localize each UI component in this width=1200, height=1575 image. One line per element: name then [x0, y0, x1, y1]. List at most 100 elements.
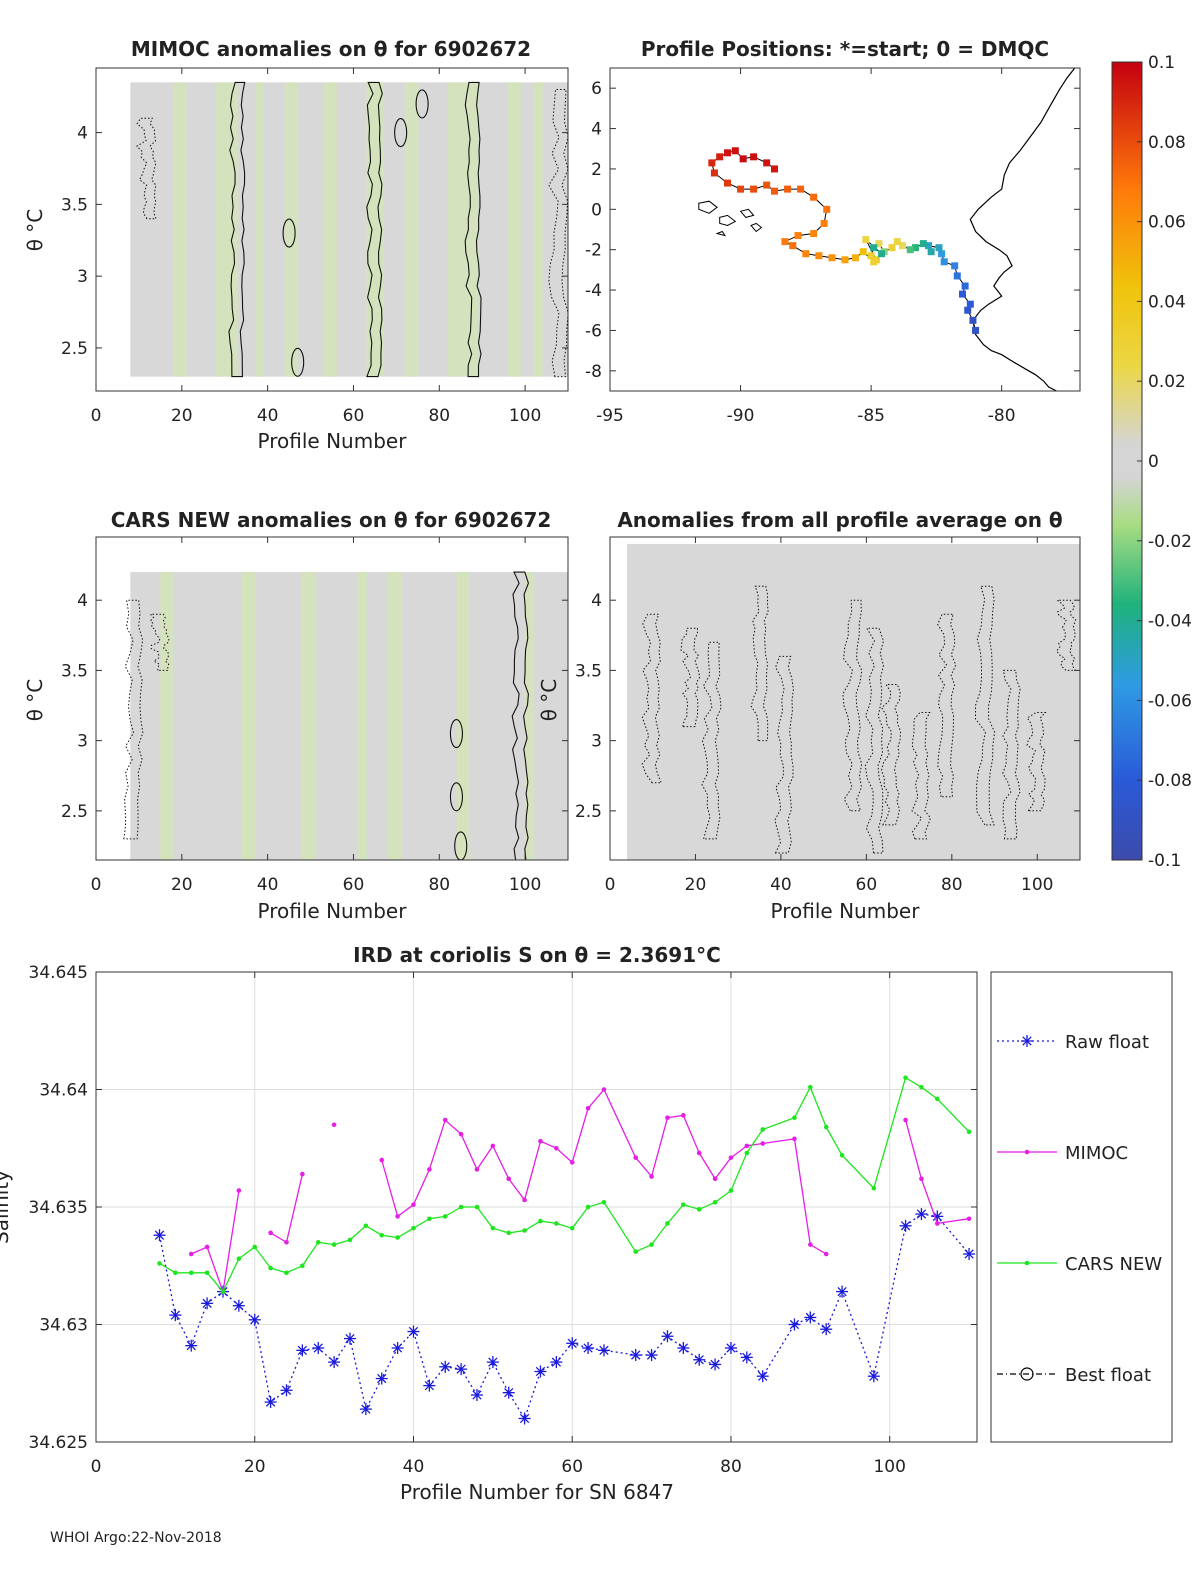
anomaly-cell: [366, 82, 372, 377]
data-point-star: [518, 1412, 531, 1425]
data-point-star: [185, 1339, 198, 1352]
star-stroke: [361, 1404, 371, 1414]
panel1-plot-area: [130, 81, 569, 378]
star-stroke: [805, 1312, 815, 1323]
data-point-star: [201, 1297, 214, 1310]
colorbar-tick-label: 0.04: [1148, 292, 1186, 312]
anomaly-cell: [460, 572, 466, 860]
y-tick-label: 3.5: [61, 195, 88, 215]
data-point: [649, 1242, 654, 1247]
y-tick-label: 34.635: [29, 1198, 88, 1218]
data-point: [458, 1131, 464, 1137]
x-tick-label: 100: [873, 1457, 905, 1477]
data-point-star: [470, 1389, 483, 1401]
data-point: [458, 1204, 464, 1210]
anomaly-cell: [387, 572, 393, 860]
contour-loop: [415, 89, 429, 119]
star-stroke: [726, 1343, 736, 1353]
data-point: [442, 1214, 448, 1219]
y-tick-label: 4: [77, 591, 88, 611]
star-stroke: [377, 1373, 387, 1384]
data-point: [522, 1197, 527, 1203]
data-point: [427, 1216, 432, 1222]
anomaly-cell: [323, 82, 329, 377]
legend-label: MIMOC: [1065, 1143, 1128, 1164]
colorbar-tick-label: -0.1: [1148, 851, 1181, 871]
star-stroke: [329, 1357, 339, 1367]
data-point: [538, 1218, 543, 1224]
data-point-star: [391, 1342, 404, 1354]
panel4-y-ticks: 2.5 3 3.5 4: [575, 591, 1080, 822]
star-stroke: [519, 1413, 530, 1424]
data-point: [665, 1221, 670, 1226]
data-point: [633, 1155, 639, 1160]
panel4-title: Anomalies from all profile average on θ: [617, 508, 1062, 532]
data-point: [252, 1244, 258, 1250]
anomaly-cell: [246, 572, 251, 860]
data-point: [331, 1242, 337, 1247]
data-point: [284, 1270, 289, 1276]
contour-line: [511, 571, 529, 861]
panel3-x-ticks: 0 20 40 60 80 100: [91, 537, 541, 895]
profile-position-marker: [771, 187, 778, 195]
contour-dotted: [864, 627, 885, 854]
legend-item: CARS NEW: [997, 1254, 1162, 1275]
anomaly-cell: [370, 82, 376, 377]
anomaly-cell: [168, 572, 174, 860]
data-point: [681, 1113, 686, 1118]
anomaly-cell: [516, 82, 522, 377]
data-point: [823, 1251, 829, 1257]
data-point-star: [169, 1309, 182, 1322]
data-point: [744, 1143, 750, 1149]
colorbar-tick-label: -0.04: [1148, 612, 1192, 632]
data-point: [808, 1084, 813, 1090]
anomaly-cell: [289, 82, 294, 377]
data-point: [712, 1176, 718, 1182]
data-point: [696, 1150, 702, 1156]
profile-position-marker: [867, 252, 875, 260]
y-tick-label: 0: [591, 200, 602, 220]
data-point: [395, 1214, 400, 1219]
data-point-star: [804, 1311, 817, 1324]
anomaly-cell: [507, 82, 513, 377]
anomaly-cell: [233, 82, 239, 377]
data-point-star: [645, 1349, 658, 1362]
data-point: [760, 1141, 766, 1146]
data-point: [601, 1087, 607, 1092]
y-tick-label: 2.5: [575, 802, 602, 822]
profile-position-marker: [961, 282, 969, 290]
series-line: [159, 1076, 970, 1293]
star-stroke: [170, 1310, 181, 1320]
data-point-star: [963, 1248, 976, 1260]
anomaly-cell: [537, 82, 543, 377]
series-raw-float: [153, 1208, 976, 1425]
profile-position-marker: [797, 185, 805, 193]
x-tick-label: -85: [857, 406, 885, 426]
data-point: [554, 1221, 559, 1226]
island-outline: [739, 208, 755, 218]
panel3-xlabel: Profile Number: [258, 899, 408, 923]
anomaly-cell: [160, 572, 166, 860]
anomaly-cell: [452, 82, 457, 377]
colorbar-ticks: 0.1 0.08 0.06 0.04 0.02 0 -0.02 -0.04 -0.06 -0.08…: [1137, 53, 1192, 871]
colorbar-tick-label: 0.06: [1148, 213, 1186, 233]
profile-position-marker: [750, 185, 758, 193]
legend-marker: [1024, 1149, 1030, 1155]
anomaly-cell: [250, 572, 256, 860]
legend-item: MIMOC: [997, 1143, 1128, 1164]
profile-position-marker: [763, 181, 771, 189]
data-point-star: [248, 1313, 261, 1326]
data-point: [490, 1225, 496, 1231]
data-point-star: [280, 1384, 293, 1397]
panel4-xlabel: Profile Number: [771, 899, 921, 923]
anomaly-field: [627, 544, 1080, 860]
data-point-star: [724, 1342, 737, 1354]
profile-position-marker: [940, 258, 948, 266]
anomaly-cell: [181, 82, 187, 377]
star-stroke: [202, 1298, 212, 1309]
data-point-star: [439, 1360, 452, 1373]
anomaly-cell: [327, 82, 333, 377]
anomaly-field: [130, 572, 568, 860]
anomaly-cell: [177, 82, 183, 377]
star-stroke: [472, 1390, 482, 1400]
